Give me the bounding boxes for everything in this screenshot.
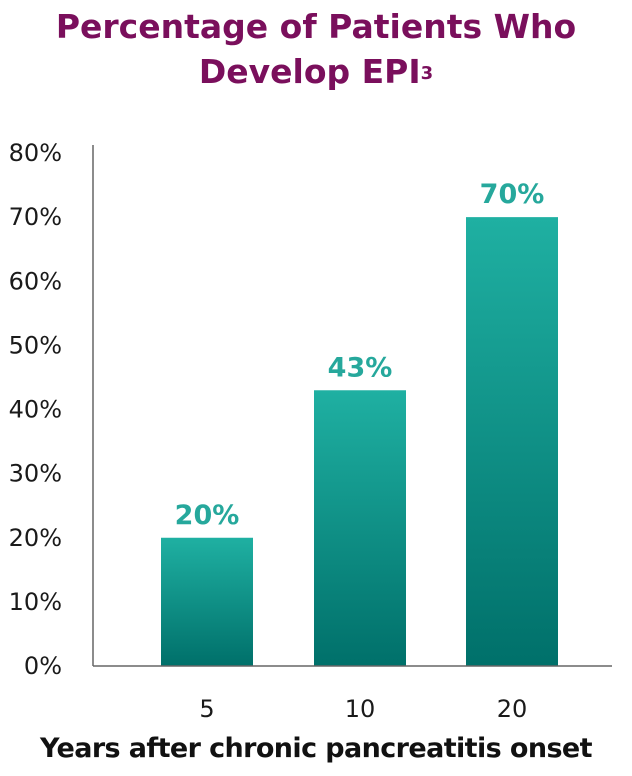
data-label: 70%	[480, 179, 545, 210]
y-tick-label: 40%	[9, 396, 62, 424]
y-tick-label: 70%	[9, 203, 62, 231]
bar-20	[466, 217, 558, 666]
y-axis-ticks: 0% 10% 20% 30% 40% 50% 60% 70% 80%	[9, 139, 62, 680]
x-tick-label: 5	[199, 695, 214, 723]
bar-5	[161, 537, 253, 666]
y-tick-label: 60%	[9, 267, 62, 295]
x-tick-label: 20	[497, 695, 528, 723]
y-tick-label: 80%	[9, 139, 62, 167]
y-tick-label: 10%	[9, 588, 62, 616]
data-labels: 20% 43% 70%	[175, 179, 545, 531]
title-footnote-marker: 3	[420, 63, 434, 84]
y-tick-label: 50%	[9, 331, 62, 359]
bars	[161, 217, 558, 666]
y-tick-label: 0%	[24, 652, 62, 680]
chart-title: Percentage of Patients Who Develop EPI3	[0, 4, 632, 94]
y-tick-label: 30%	[9, 460, 62, 488]
x-axis-label: Years after chronic pancreatitis onset	[40, 733, 593, 764]
bar-10	[314, 390, 406, 666]
x-tick-label: 10	[345, 695, 376, 723]
chart-title-line2: Develop EPI3	[0, 49, 632, 94]
chart-title-line1: Percentage of Patients Who	[55, 7, 577, 46]
y-tick-label: 20%	[9, 524, 62, 552]
chart-title-line2-text: Develop EPI	[198, 52, 421, 91]
data-label: 43%	[328, 352, 393, 383]
x-axis-ticks: 5 10 20	[199, 695, 527, 723]
data-label: 20%	[175, 500, 240, 531]
